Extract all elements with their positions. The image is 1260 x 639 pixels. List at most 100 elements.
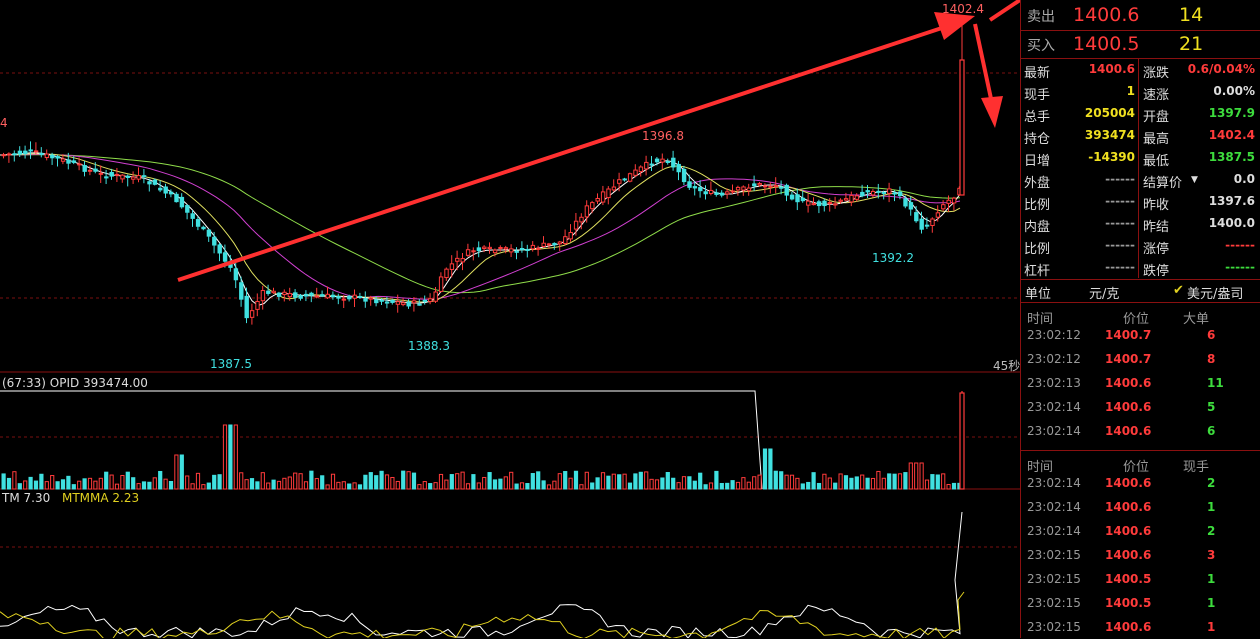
- candle: [12, 153, 17, 156]
- volume-bar: [865, 477, 870, 490]
- volume-bar: [363, 474, 368, 490]
- candle: [579, 216, 584, 223]
- divider: [1021, 302, 1260, 303]
- volume-bar: [951, 482, 957, 490]
- volume-bar: [897, 473, 903, 490]
- candle: [28, 149, 33, 152]
- unit-row[interactable]: 单位 元/克 ✔ 美元/盎司: [1021, 280, 1260, 302]
- bid-row[interactable]: 买入 1400.5 21: [1021, 31, 1260, 59]
- volume-bar: [217, 474, 222, 490]
- stat-value: 393474: [1084, 128, 1135, 142]
- candle: [141, 175, 147, 178]
- candle: [714, 192, 719, 195]
- ask-price: 1400.6: [1073, 4, 1140, 26]
- volume-bar: [1, 473, 6, 490]
- candle: [158, 187, 163, 191]
- candle: [908, 202, 914, 210]
- candle: [773, 184, 779, 188]
- volume-bar: [595, 477, 600, 490]
- currency-toggle[interactable]: 美元/盎司: [1187, 287, 1244, 302]
- candle: [617, 179, 622, 184]
- volume-bar: [492, 479, 498, 490]
- stat-value: ------: [1105, 172, 1135, 186]
- column-header: 时间: [1027, 312, 1054, 327]
- stat-label: 日增: [1024, 154, 1051, 169]
- volume-bar: [39, 473, 44, 490]
- candle: [374, 299, 379, 304]
- ask-volume: 14: [1179, 4, 1204, 26]
- candle: [444, 268, 449, 279]
- volume-bar: [195, 472, 201, 490]
- stat-label: 最新: [1024, 66, 1051, 81]
- stat-label: 结算价: [1143, 176, 1183, 191]
- volume-bar: [627, 482, 633, 490]
- trade-row: 23:02:15 1400.6 1: [1021, 617, 1260, 639]
- volume-bar: [260, 472, 265, 490]
- ask-row[interactable]: 卖出 1400.6 14: [1021, 2, 1260, 30]
- stat-value: 1: [1126, 84, 1135, 98]
- volume-bar: [6, 477, 12, 490]
- volume-bar: [449, 474, 454, 490]
- candle: [347, 295, 352, 300]
- volume-bar: [174, 454, 179, 490]
- candle: [660, 158, 665, 163]
- stat-row: 内盘 ------ 昨结 1400.0: [1021, 213, 1260, 235]
- candle: [892, 192, 897, 195]
- stat-label: 总手: [1024, 110, 1051, 125]
- volume-bar: [417, 484, 422, 490]
- volume-bar: [249, 478, 255, 490]
- volume-bar: [444, 479, 449, 490]
- candlestick-chart-area[interactable]: 1402.4 1396.8 1387.5 1388.3 1392.2 4 45秒…: [0, 0, 1020, 638]
- candle: [536, 247, 541, 250]
- volume-bar: [843, 475, 849, 490]
- divider: [1021, 30, 1260, 31]
- dropdown-caret-icon[interactable]: ▼: [1191, 175, 1198, 185]
- volume-bar: [827, 477, 832, 490]
- stat-label: 杠杆: [1024, 264, 1051, 279]
- trade-row: 23:02:12 1400.7 6: [1021, 325, 1260, 347]
- countdown-timer: 45秒: [993, 359, 1021, 373]
- candle: [600, 191, 606, 203]
- volume-bar: [887, 473, 892, 490]
- volume-bar: [649, 478, 654, 490]
- column-header: 时间: [1027, 460, 1054, 475]
- stat-row: 比例 ------ 昨收 1397.6: [1021, 191, 1260, 213]
- candle: [492, 249, 498, 254]
- candle: [935, 212, 941, 218]
- candle: [152, 179, 158, 185]
- candle: [946, 199, 951, 204]
- candle: [514, 250, 519, 253]
- candle: [93, 168, 98, 172]
- volume-bar: [168, 481, 174, 490]
- candle: [282, 291, 287, 296]
- volume-bar: [465, 483, 471, 490]
- candle: [471, 250, 476, 253]
- stat-label: 外盘: [1024, 176, 1051, 191]
- volume-bar: [406, 471, 411, 490]
- volume-bar: [185, 475, 190, 490]
- volume-bar: [266, 482, 271, 490]
- volume-bar: [752, 476, 757, 490]
- candle: [914, 212, 919, 222]
- volume-bar: [152, 477, 157, 490]
- candle: [98, 172, 104, 175]
- stat-label: 持仓: [1024, 132, 1051, 147]
- ma-line-short: [0, 153, 961, 303]
- volume-bar: [930, 474, 935, 490]
- volume-bar: [17, 483, 22, 490]
- volume-bar: [163, 478, 168, 490]
- volume-bar: [314, 478, 319, 490]
- trade-time: 23:02:14: [1027, 524, 1081, 538]
- trade-volume: 1: [1207, 620, 1216, 634]
- candle: [725, 191, 730, 195]
- stat-row: 最新 1400.6 涨跌 0.6/0.04%: [1021, 59, 1260, 81]
- candle: [951, 197, 957, 204]
- trade-volume: 2: [1207, 524, 1216, 538]
- volume-bar: [698, 472, 703, 490]
- trade-volume: 1: [1207, 500, 1216, 514]
- candle: [422, 299, 428, 302]
- volume-bar: [50, 475, 55, 490]
- price-chart-svg[interactable]: [0, 0, 1020, 638]
- candle: [573, 220, 579, 230]
- volume-bar: [536, 471, 541, 490]
